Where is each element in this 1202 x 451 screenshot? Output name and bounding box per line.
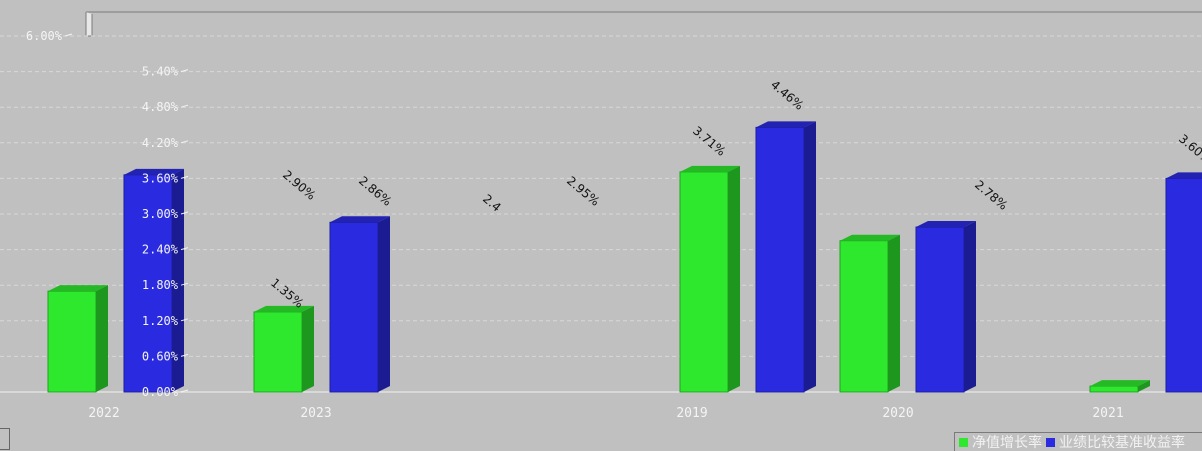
bar-side [96,285,108,392]
bar-side [1138,380,1150,392]
bar-side [378,216,390,392]
y-tick-mark [180,282,189,286]
x-tick-label: 2023 [300,406,331,421]
bars-layer [47,121,1202,393]
bar-side [804,121,816,392]
y-tick-labels: 0.00% 0.60% 1.20% 1.80% 2.40% 3.00% 3.60% 4.20%… [26,29,189,399]
bar-top [124,168,184,175]
y-tick-label: 4.80% [142,100,179,114]
y-tick-label: 5.40% [142,65,179,79]
bar-side [728,165,740,392]
y-tick-mark [64,33,73,37]
bar-top [756,121,816,128]
y-tick-label: 3.00% [142,207,179,221]
legend-swatch-benchmark [1046,437,1055,447]
y-tick-label: 2.40% [142,243,179,257]
y-tick-label: 6.00% [26,29,63,43]
bar-top [1090,380,1150,387]
bar-top [680,165,740,172]
y-tick-mark [180,389,189,393]
bar [329,221,379,393]
x-tick-labels: 2019 2020 2021 2022 2023 [88,406,1123,421]
bar-side [172,168,184,392]
bar [1165,177,1202,393]
x-tick-label: 2021 [1092,406,1123,421]
y-tick-label: 1.80% [142,278,179,292]
bar [123,174,173,393]
legend-frame-fragment [0,428,10,450]
legend: 净值增长率 业绩比较基准收益率 [954,432,1202,451]
y-tick-mark [180,247,189,251]
bar-top [840,234,900,241]
y-tick-mark [180,104,189,108]
bar [47,290,97,393]
bar [755,126,805,393]
bar [839,240,889,393]
bar-side [888,234,900,392]
y-tick-label: 0.60% [142,349,179,363]
x-tick-label: 2019 [676,406,707,421]
y-tick-label: 1.20% [142,314,179,328]
bar-top [330,216,390,223]
y-tick-mark [180,69,189,73]
bar-top [1166,172,1202,179]
back-wall-corner [85,12,93,37]
bar [915,226,965,393]
y-tick-mark [180,353,189,357]
legend-label-growth: 净值增长率 [972,435,1042,451]
y-tick-mark [180,318,189,322]
bar-side [964,221,976,392]
y-tick-mark [180,175,189,179]
y-tick-label: 4.20% [142,136,179,150]
bar-side [302,305,314,392]
grid-lines [0,35,1202,393]
bar-top [916,221,976,228]
bar-top [254,305,314,312]
bar-top [48,285,108,292]
x-tick-label: 2020 [882,406,913,421]
bar [1089,385,1139,393]
y-tick-label: 0.00% [142,385,179,399]
legend-label-benchmark: 业绩比较基准收益率 [1059,435,1185,451]
bar [679,171,729,393]
legend-swatch-growth [959,437,968,447]
y-tick-mark [180,140,189,144]
y-tick-mark [180,211,189,215]
y-tick-label: 3.60% [142,171,179,185]
x-tick-label: 2022 [88,406,119,421]
bar [253,311,303,393]
